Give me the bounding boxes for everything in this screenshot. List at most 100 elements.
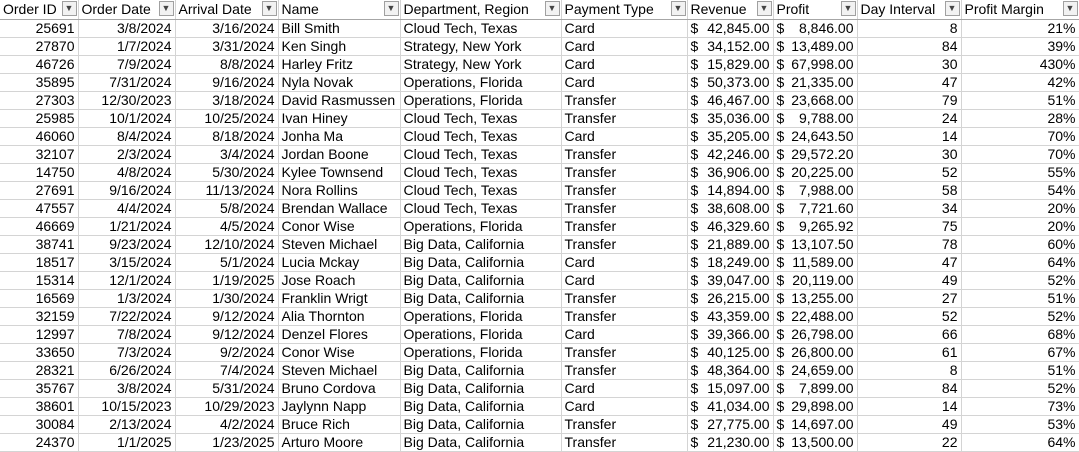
day-interval-cell[interactable]: 61 — [857, 343, 962, 362]
profit-margin-cell[interactable]: 42% — [961, 73, 1079, 92]
payment-type-cell[interactable]: Transfer — [561, 109, 688, 128]
column-header[interactable]: Payment Type ▼ — [561, 0, 688, 20]
arrival-date-cell[interactable]: 10/29/2023 — [175, 397, 279, 416]
arrival-date-cell[interactable]: 9/12/2024 — [175, 325, 279, 344]
arrival-date-cell[interactable]: 4/5/2024 — [175, 217, 279, 236]
payment-type-cell[interactable]: Card — [561, 55, 688, 74]
order-id-cell[interactable]: 24370 — [0, 433, 79, 452]
payment-type-cell[interactable]: Transfer — [561, 181, 688, 200]
arrival-date-cell[interactable]: 8/18/2024 — [175, 127, 279, 146]
name-cell[interactable]: Conor Wise — [278, 217, 401, 236]
profit-cell[interactable]: $13,255.00 — [773, 289, 858, 308]
profit-margin-cell[interactable]: 52% — [961, 271, 1079, 290]
order-date-cell[interactable]: 7/8/2024 — [78, 325, 176, 344]
revenue-cell[interactable]: $42,246.00 — [687, 145, 774, 164]
order-id-cell[interactable]: 46060 — [0, 127, 79, 146]
order-date-cell[interactable]: 12/1/2024 — [78, 271, 176, 290]
revenue-cell[interactable]: $50,373.00 — [687, 73, 774, 92]
profit-margin-cell[interactable]: 51% — [961, 361, 1079, 380]
revenue-cell[interactable]: $46,329.60 — [687, 217, 774, 236]
name-cell[interactable]: Franklin Wrigt — [278, 289, 401, 308]
arrival-date-cell[interactable]: 3/4/2024 — [175, 145, 279, 164]
payment-type-cell[interactable]: Card — [561, 19, 688, 38]
day-interval-cell[interactable]: 30 — [857, 55, 962, 74]
payment-type-cell[interactable]: Card — [561, 253, 688, 272]
order-id-cell[interactable]: 46726 — [0, 55, 79, 74]
name-cell[interactable]: Conor Wise — [278, 343, 401, 362]
payment-type-cell[interactable]: Card — [561, 73, 688, 92]
profit-margin-cell[interactable]: 20% — [961, 217, 1079, 236]
profit-cell[interactable]: $13,107.50 — [773, 235, 858, 254]
profit-cell[interactable]: $11,589.00 — [773, 253, 858, 272]
order-id-cell[interactable]: 32159 — [0, 307, 79, 326]
day-interval-cell[interactable]: 47 — [857, 253, 962, 272]
arrival-date-cell[interactable]: 3/18/2024 — [175, 91, 279, 110]
profit-margin-cell[interactable]: 54% — [961, 181, 1079, 200]
column-header[interactable]: Profit ▼ — [773, 0, 858, 20]
name-cell[interactable]: Brendan Wallace — [278, 199, 401, 218]
order-date-cell[interactable]: 9/23/2024 — [78, 235, 176, 254]
filter-dropdown-icon[interactable]: ▼ — [158, 1, 174, 16]
payment-type-cell[interactable]: Transfer — [561, 433, 688, 452]
day-interval-cell[interactable]: 27 — [857, 289, 962, 308]
arrival-date-cell[interactable]: 1/19/2025 — [175, 271, 279, 290]
arrival-date-cell[interactable]: 9/2/2024 — [175, 343, 279, 362]
filter-dropdown-icon[interactable]: ▼ — [261, 1, 277, 16]
profit-margin-cell[interactable]: 64% — [961, 253, 1079, 272]
arrival-date-cell[interactable]: 5/30/2024 — [175, 163, 279, 182]
order-id-cell[interactable]: 33650 — [0, 343, 79, 362]
profit-cell[interactable]: $26,800.00 — [773, 343, 858, 362]
day-interval-cell[interactable]: 84 — [857, 379, 962, 398]
profit-cell[interactable]: $29,572.20 — [773, 145, 858, 164]
revenue-cell[interactable]: $15,829.00 — [687, 55, 774, 74]
name-cell[interactable]: Nyla Novak — [278, 73, 401, 92]
column-header[interactable]: Day Interval ▼ — [857, 0, 962, 20]
day-interval-cell[interactable]: 14 — [857, 127, 962, 146]
department-region-cell[interactable]: Cloud Tech, Texas — [400, 145, 562, 164]
order-date-cell[interactable]: 7/22/2024 — [78, 307, 176, 326]
order-date-cell[interactable]: 9/16/2024 — [78, 181, 176, 200]
name-cell[interactable]: Harley Fritz — [278, 55, 401, 74]
name-cell[interactable]: Bruno Cordova — [278, 379, 401, 398]
arrival-date-cell[interactable]: 4/2/2024 — [175, 415, 279, 434]
name-cell[interactable]: Bruce Rich — [278, 415, 401, 434]
order-id-cell[interactable]: 16569 — [0, 289, 79, 308]
column-header[interactable]: Arrival Date ▼ — [175, 0, 279, 20]
order-id-cell[interactable]: 25985 — [0, 109, 79, 128]
profit-cell[interactable]: $23,668.00 — [773, 91, 858, 110]
name-cell[interactable]: Jonha Ma — [278, 127, 401, 146]
profit-margin-cell[interactable]: 73% — [961, 397, 1079, 416]
profit-margin-cell[interactable]: 70% — [961, 127, 1079, 146]
profit-margin-cell[interactable]: 430% — [961, 55, 1079, 74]
name-cell[interactable]: Ken Singh — [278, 37, 401, 56]
payment-type-cell[interactable]: Transfer — [561, 307, 688, 326]
profit-margin-cell[interactable]: 60% — [961, 235, 1079, 254]
order-id-cell[interactable]: 28321 — [0, 361, 79, 380]
order-date-cell[interactable]: 2/13/2024 — [78, 415, 176, 434]
filter-dropdown-icon[interactable]: ▼ — [670, 1, 686, 16]
profit-margin-cell[interactable]: 70% — [961, 145, 1079, 164]
order-date-cell[interactable]: 4/8/2024 — [78, 163, 176, 182]
day-interval-cell[interactable]: 49 — [857, 271, 962, 290]
payment-type-cell[interactable]: Transfer — [561, 343, 688, 362]
order-id-cell[interactable]: 32107 — [0, 145, 79, 164]
payment-type-cell[interactable]: Card — [561, 379, 688, 398]
profit-margin-cell[interactable]: 53% — [961, 415, 1079, 434]
department-region-cell[interactable]: Operations, Florida — [400, 91, 562, 110]
profit-cell[interactable]: $7,721.60 — [773, 199, 858, 218]
profit-cell[interactable]: $21,335.00 — [773, 73, 858, 92]
column-header[interactable]: Order Date ▼ — [78, 0, 176, 20]
order-id-cell[interactable]: 38741 — [0, 235, 79, 254]
department-region-cell[interactable]: Operations, Florida — [400, 307, 562, 326]
payment-type-cell[interactable]: Card — [561, 37, 688, 56]
name-cell[interactable]: Nora Rollins — [278, 181, 401, 200]
order-date-cell[interactable]: 1/7/2024 — [78, 37, 176, 56]
department-region-cell[interactable]: Big Data, California — [400, 433, 562, 452]
day-interval-cell[interactable]: 24 — [857, 109, 962, 128]
order-id-cell[interactable]: 14750 — [0, 163, 79, 182]
column-header[interactable]: Order ID ▼ — [0, 0, 79, 20]
department-region-cell[interactable]: Strategy, New York — [400, 55, 562, 74]
order-date-cell[interactable]: 4/4/2024 — [78, 199, 176, 218]
name-cell[interactable]: Alia Thornton — [278, 307, 401, 326]
order-id-cell[interactable]: 35895 — [0, 73, 79, 92]
